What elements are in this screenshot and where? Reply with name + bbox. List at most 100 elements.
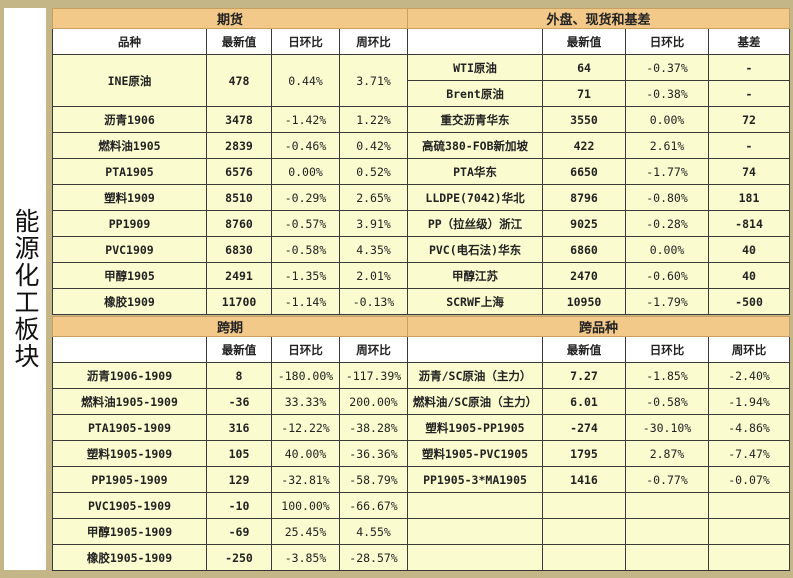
row-basis: -	[708, 54, 791, 81]
row-spot-daily-change	[625, 492, 710, 519]
col-header-spread-daily-change: 日环比	[271, 336, 340, 363]
row-daily-change: 33.33%	[271, 388, 340, 415]
row-latest-value: 105	[206, 440, 272, 467]
row-weekly-change: 4.35%	[338, 236, 409, 263]
row-name: PTA1905-1909	[52, 414, 207, 441]
row-spot-name: 沥青/SC原油（主力）	[407, 362, 544, 389]
row-latest-value: 478	[206, 54, 272, 107]
row-spot-daily-change: 0.00%	[625, 236, 710, 263]
row-spot-daily-change: -1.79%	[625, 288, 710, 315]
row-spot-name: PP（拉丝级）浙江	[407, 210, 544, 237]
col-header-variety: 品种	[52, 28, 207, 55]
row-latest-value: 8760	[206, 210, 272, 237]
row-spot-daily-change	[625, 518, 710, 545]
row-latest-value: 6576	[206, 158, 272, 185]
row-name: 橡胶1909	[52, 288, 207, 315]
row-weekly-change: 0.42%	[338, 132, 409, 159]
row-name: 甲醇1905	[52, 262, 207, 289]
row-daily-change: 0.00%	[271, 158, 340, 185]
table-row: 橡胶1905-1909 -250 -3.85% -28.57%	[52, 544, 791, 571]
row-basis: 40	[708, 236, 791, 263]
row-spot-daily-change: -1.77%	[625, 158, 710, 185]
row-spot-latest-value	[542, 544, 627, 571]
row-cross-weekly-change: -4.86%	[708, 414, 791, 441]
row-spot-name: SCRWF上海	[407, 288, 544, 315]
row-spot-name: LLDPE(7042)华北	[407, 184, 544, 211]
row-spot-name: PP1905-3*MA1905	[407, 466, 544, 493]
col-header-cross-latest: 最新值	[542, 336, 627, 363]
row-daily-change: -3.85%	[271, 544, 340, 571]
row-spot-name: 燃料油/SC原油（主力）	[407, 388, 544, 415]
row-spot-name: 甲醇江苏	[407, 262, 544, 289]
row-spot-daily-change: -1.85%	[625, 362, 710, 389]
table-row: PP1905-1909 129 -32.81% -58.79% PP1905-3*MA1…	[52, 466, 791, 493]
row-weekly-change: -0.13%	[338, 288, 409, 315]
calendar-spread-section-title: 跨期	[51, 316, 409, 337]
row-weekly-change: 200.00%	[338, 388, 409, 415]
row-daily-change: 100.00%	[271, 492, 340, 519]
table-row: 塑料1905-1909 105 40.00% -36.36% 塑料1905-PVC190…	[52, 440, 791, 467]
table-row: 沥青1906 3478 -1.42% 1.22% 重交沥青华东 3550 0.00% 72	[52, 106, 791, 133]
table-row: 燃料油1905-1909 -36 33.33% 200.00% 燃料油/SC原油（主力）…	[52, 388, 791, 415]
row-daily-change: -0.58%	[271, 236, 340, 263]
row-spot-daily-change: 0.00%	[625, 106, 710, 133]
row-spot-latest-value: 71	[542, 80, 627, 107]
col-header-basis: 基差	[708, 28, 791, 55]
row-spot-daily-change: -0.60%	[625, 262, 710, 289]
row-spot-latest-value: 64	[542, 54, 627, 81]
row-spot-daily-change: -0.80%	[625, 184, 710, 211]
row-name: PP1909	[52, 210, 207, 237]
row-daily-change: -1.35%	[271, 262, 340, 289]
row-spot-daily-change: 2.87%	[625, 440, 710, 467]
table-row: PTA1905 6576 0.00% 0.52% PTA华东 6650 -1.77% 74	[52, 158, 791, 185]
row-cross-weekly-change: -0.07%	[708, 466, 791, 493]
row-daily-change: 40.00%	[271, 440, 340, 467]
row-daily-change: -0.57%	[271, 210, 340, 237]
row-basis: -500	[708, 288, 791, 315]
row-spot-latest-value	[542, 518, 627, 545]
row-spot-daily-change: -0.28%	[625, 210, 710, 237]
row-name: PP1905-1909	[52, 466, 207, 493]
row-name: 甲醇1905-1909	[52, 518, 207, 545]
row-spot-latest-value: 6650	[542, 158, 627, 185]
row-latest-value: -36	[206, 388, 272, 415]
spot-basis-section-title: 外盘、现货和基差	[407, 8, 791, 29]
row-basis: 72	[708, 106, 791, 133]
row-daily-change: -1.14%	[271, 288, 340, 315]
row-basis: -814	[708, 210, 791, 237]
row-spot-latest-value: 7.27	[542, 362, 627, 389]
table-row: PP1909 8760 -0.57% 3.91% PP（拉丝级）浙江 9025 -0.28%…	[52, 210, 791, 237]
col-header-cross-name	[407, 336, 544, 363]
row-weekly-change: 0.52%	[338, 158, 409, 185]
table-row: 甲醇1905 2491 -1.35% 2.01% 甲醇江苏 2470 -0.60% 40	[52, 262, 791, 289]
row-weekly-change: 4.55%	[338, 518, 409, 545]
row-latest-value: 8510	[206, 184, 272, 211]
row-spot-latest-value: 9025	[542, 210, 627, 237]
row-weekly-change: 3.71%	[338, 54, 409, 107]
table-row: PVC1909 6830 -0.58% 4.35% PVC(电石法)华东 6860 0.00…	[52, 236, 791, 263]
col-header-spread-weekly-change: 周环比	[338, 336, 409, 363]
table-row: 沥青1906-1909 8 -180.00% -117.39% 沥青/SC原油（主力） 7…	[52, 362, 791, 389]
row-weekly-change: 1.22%	[338, 106, 409, 133]
row-cross-weekly-change: -7.47%	[708, 440, 791, 467]
row-spot-latest-value: 2470	[542, 262, 627, 289]
row-weekly-change: 2.01%	[338, 262, 409, 289]
spread-table: 跨期 跨品种 最新值 日环比 周环比 最新值 日环比 周环比 沥青1906-19…	[51, 316, 791, 571]
table-row: INE原油 478 0.44% 3.71% WTI原油 64 -0.37% -	[52, 54, 791, 107]
row-name: 塑料1909	[52, 184, 207, 211]
row-weekly-change: -28.57%	[338, 544, 409, 571]
row-spot-name	[407, 518, 544, 545]
table-row: Brent原油 71 -0.38% -	[53, 80, 791, 107]
row-spot-daily-change	[625, 544, 710, 571]
row-basis: 40	[708, 262, 791, 289]
row-basis: -	[708, 132, 791, 159]
table-row: 甲醇1905-1909 -69 25.45% 4.55%	[52, 518, 791, 545]
row-daily-change: -0.46%	[271, 132, 340, 159]
row-name: 燃料油1905	[52, 132, 207, 159]
row-spot-name: WTI原油	[407, 54, 544, 81]
row-spot-name	[407, 544, 544, 571]
row-spot-daily-change: -30.10%	[625, 414, 710, 441]
row-cross-weekly-change	[708, 518, 791, 545]
col-header-spot-latest: 最新值	[542, 28, 627, 55]
row-basis: 181	[708, 184, 791, 211]
